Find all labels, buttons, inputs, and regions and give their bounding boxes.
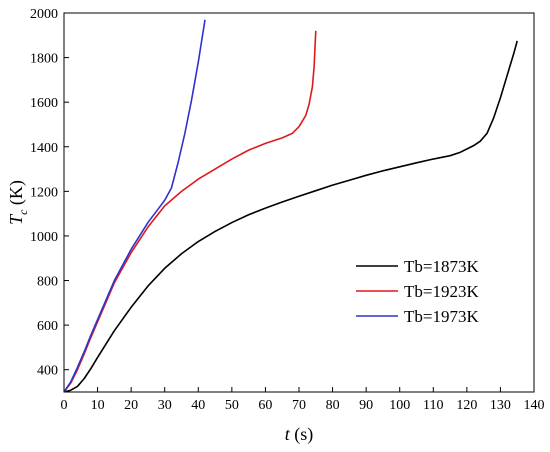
legend-label-1: Tb=1923K [404,282,479,301]
x-tick-label: 10 [91,398,105,413]
ticks-layer: 0 10 20 30 40 50 60 70 80 90 100 110 120 130 140 400 600… [30,7,545,413]
x-label-unit: (s) [290,424,314,445]
y-label-italic: T [6,213,26,225]
x-tick-label: 90 [359,398,373,413]
x-axis-label: t (s) [285,424,314,445]
x-tick-label: 130 [490,398,511,413]
x-tick-label: 0 [61,398,68,413]
y-label-unit: (K) [6,180,27,210]
y-label-subscript: c [16,209,30,215]
x-tick-label: 40 [191,398,205,413]
x-tick-label: 100 [389,398,410,413]
series-layer [63,19,518,393]
legend-label-0: Tb=1873K [404,257,479,276]
x-tick-label: 50 [225,398,239,413]
x-tick-label: 70 [292,398,306,413]
plot-area: 0 10 20 30 40 50 60 70 80 90 100 110 120 130 140 400 600… [30,7,545,413]
y-tick-label: 2000 [30,7,58,22]
y-tick-label: 600 [37,319,58,334]
x-tick-label: 60 [258,398,272,413]
x-tick-label: 120 [456,398,477,413]
x-tick-label: 110 [423,398,443,413]
y-tick-label: 1000 [30,230,58,245]
y-tick-label: 400 [37,364,58,379]
y-tick-label: 1200 [30,185,58,200]
x-tick-label: 80 [326,398,340,413]
x-tick-label: 140 [524,398,545,413]
y-tick-label: 800 [37,275,58,290]
y-axis-label: Tc (K) [6,180,30,225]
y-tick-label: 1400 [30,141,58,156]
legend-label-2: Tb=1973K [404,307,479,326]
y-tick-label: 1600 [30,96,58,111]
legend: Tb=1873K Tb=1923K Tb=1973K [356,257,479,326]
x-label-italic: t [285,424,291,444]
x-tick-label: 20 [124,398,138,413]
series-line-1 [63,30,317,393]
plot-frame [63,12,535,393]
series-line-2 [63,19,206,393]
series-line-0 [63,40,518,393]
y-tick-label: 1800 [30,52,58,67]
x-tick-label: 30 [158,398,172,413]
